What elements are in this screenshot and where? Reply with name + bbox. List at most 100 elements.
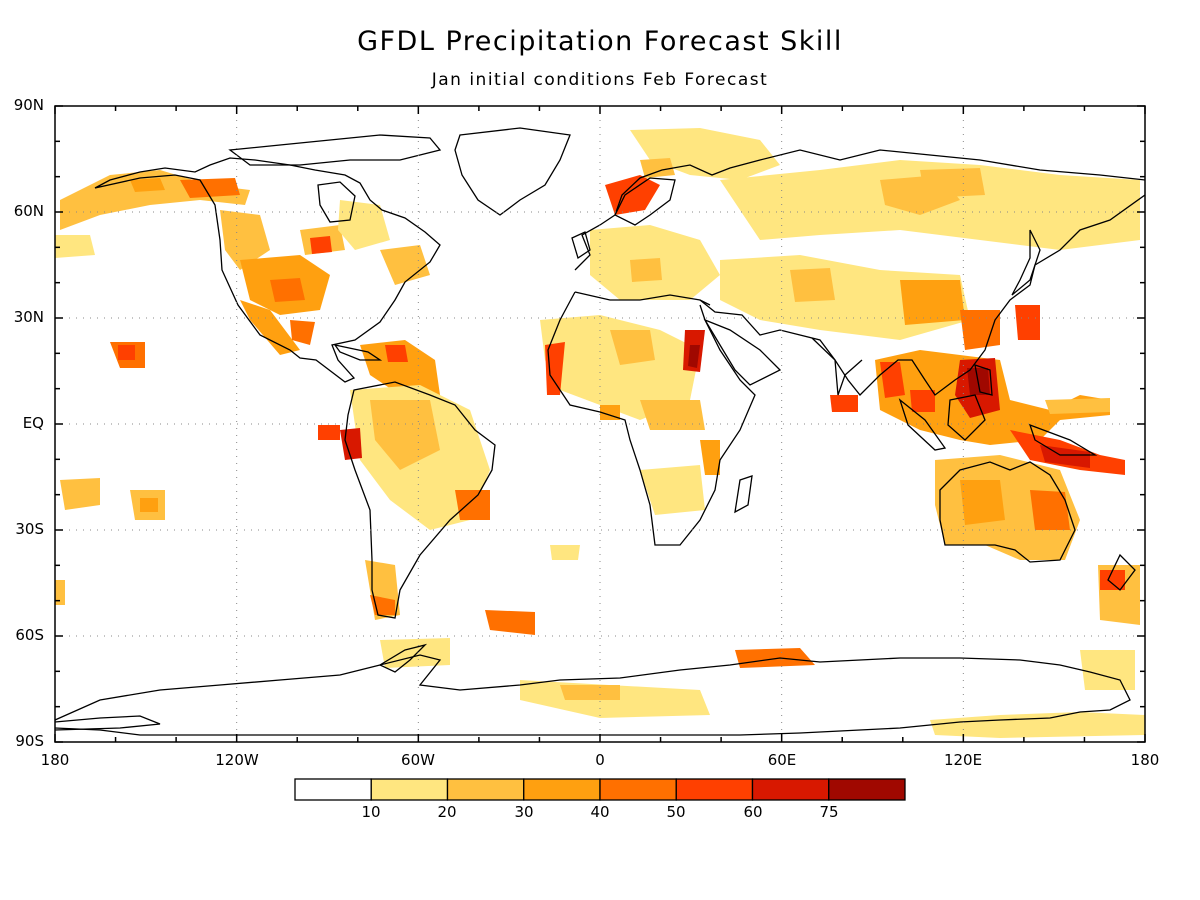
skill-patch xyxy=(455,490,490,520)
skill-patch xyxy=(370,400,440,470)
colorbar-label: 75 xyxy=(819,803,839,821)
coastline-south-america xyxy=(344,381,496,619)
skill-patch xyxy=(240,300,300,355)
coastline-caribbean xyxy=(333,344,383,361)
skill-patch xyxy=(360,340,440,395)
coastline-madagascar xyxy=(734,475,753,514)
lat-label: 30S xyxy=(15,520,44,538)
skill-patch xyxy=(318,425,340,440)
skill-patch xyxy=(385,345,408,362)
skill-patch xyxy=(180,178,240,198)
coastline-hudson xyxy=(317,181,356,223)
coastline-antarctica xyxy=(55,654,1131,736)
map-title: GFDL Precipitation Forecast Skill xyxy=(357,26,843,57)
colorbar-label: 30 xyxy=(514,803,534,821)
coastline-north-america xyxy=(94,157,441,383)
skill-patch xyxy=(1015,305,1040,340)
skill-patch xyxy=(960,480,1005,525)
skill-field xyxy=(55,128,1145,738)
axis-ticks xyxy=(54,105,1146,743)
skill-patch xyxy=(270,278,305,302)
skill-patch xyxy=(60,478,100,510)
colorbar-box xyxy=(828,778,906,801)
coastline-new-guinea xyxy=(1028,423,1098,456)
colorbar-box xyxy=(523,778,601,801)
coastline-arabia xyxy=(703,318,782,386)
skill-patch xyxy=(1030,490,1070,530)
skill-patch xyxy=(560,685,620,700)
skill-patch xyxy=(910,390,935,412)
lat-label: EQ xyxy=(22,414,44,432)
skill-patch xyxy=(220,210,270,270)
skill-patch xyxy=(700,440,720,475)
coastline-greenland xyxy=(454,127,571,216)
map-subtitle: Jan initial conditions Feb Forecast xyxy=(431,70,769,90)
lon-label: 180 xyxy=(1130,751,1160,769)
coastline-india xyxy=(811,337,863,396)
colorbar xyxy=(294,778,906,801)
skill-patch xyxy=(688,345,700,368)
skill-patch xyxy=(380,638,450,668)
lon-label: 60W xyxy=(401,751,435,769)
skill-patch xyxy=(605,175,660,215)
coastline-borneo xyxy=(947,394,986,441)
coastline-eurasia xyxy=(574,149,1145,271)
lon-label: 120W xyxy=(215,751,259,769)
coastline-australia xyxy=(939,461,1076,563)
lat-label: 30N xyxy=(13,308,44,326)
colorbar-box xyxy=(599,778,677,801)
skill-patch xyxy=(930,712,1145,738)
colorbar-box xyxy=(751,778,830,801)
skill-patch xyxy=(1080,650,1135,690)
coastline-arctic-islands xyxy=(228,134,442,166)
skill-patch xyxy=(540,315,700,420)
colorbar-label: 60 xyxy=(743,803,763,821)
skill-patch xyxy=(55,235,95,258)
coastline-new-zealand xyxy=(1107,553,1136,591)
coastline-mediterranean xyxy=(574,291,711,306)
skill-patch xyxy=(55,580,65,605)
skill-patch xyxy=(118,345,135,360)
skill-patch xyxy=(640,400,705,430)
skill-patch xyxy=(630,258,662,282)
coastline-sumatra xyxy=(898,398,947,451)
coastline-britain xyxy=(571,231,591,260)
colorbar-box xyxy=(675,778,754,801)
colorbar-label: 40 xyxy=(590,803,610,821)
lon-label: 60E xyxy=(767,751,797,769)
skill-patch xyxy=(830,395,858,412)
skill-patch xyxy=(290,320,315,345)
gridlines xyxy=(55,106,1145,742)
coastline-africa xyxy=(547,291,756,546)
lon-label: 180 xyxy=(40,751,70,769)
coastline-antarctic-peninsula xyxy=(378,643,428,673)
lat-label: 90N xyxy=(13,96,44,114)
skill-patch xyxy=(338,200,390,250)
skill-patch xyxy=(1100,570,1125,590)
skill-patch xyxy=(610,330,655,365)
lon-label: 0 xyxy=(595,751,605,769)
skill-patch xyxy=(630,128,780,180)
colorbar-label: 20 xyxy=(437,803,457,821)
colorbar-box xyxy=(294,778,372,801)
skill-patch xyxy=(900,280,965,325)
skill-patch xyxy=(340,428,362,460)
skill-patch xyxy=(735,648,815,668)
coastlines xyxy=(55,127,1145,736)
skill-patch xyxy=(380,245,430,285)
skill-patch xyxy=(960,310,1000,350)
coastline-philippines xyxy=(974,364,993,396)
colorbar-box xyxy=(446,778,525,801)
coastline-japan xyxy=(1011,229,1041,296)
lat-label: 60S xyxy=(15,626,44,644)
coastline-scandinavia xyxy=(614,177,676,226)
lon-label: 120E xyxy=(943,751,983,769)
skill-patch xyxy=(790,268,835,302)
lat-label: 90S xyxy=(15,732,44,750)
skill-patch xyxy=(485,610,535,635)
skill-patch xyxy=(140,498,158,512)
coastline-antarctica-ross xyxy=(55,715,161,731)
skill-patch xyxy=(545,342,565,395)
skill-patch xyxy=(310,236,332,254)
